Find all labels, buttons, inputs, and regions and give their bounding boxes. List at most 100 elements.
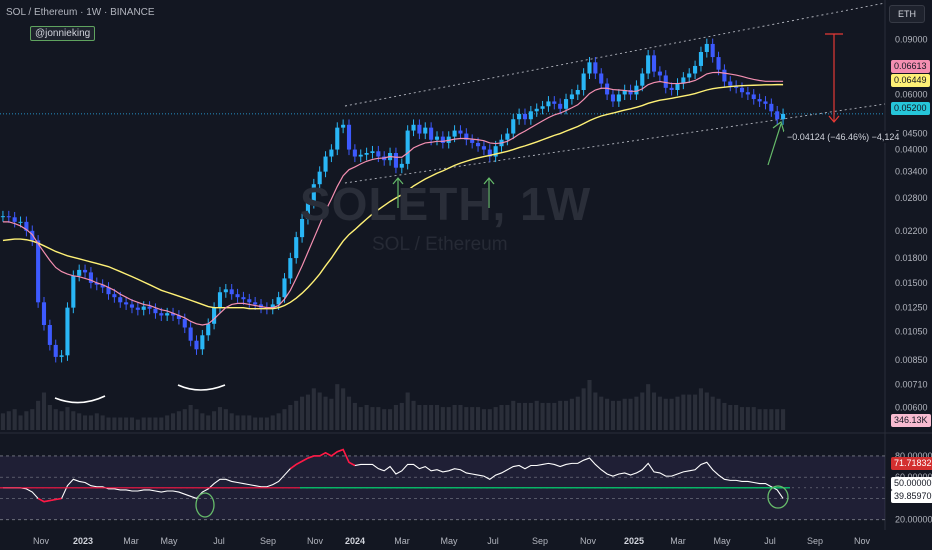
volume-bar: [77, 413, 82, 430]
volume-bar: [440, 407, 445, 430]
volume-bar: [0, 413, 5, 430]
candle-body: [681, 77, 686, 84]
rsi-oversold-segment: [37, 497, 62, 503]
candle-body: [593, 62, 598, 74]
candle-body: [47, 325, 52, 345]
candle-body: [517, 113, 522, 120]
candle-body: [769, 103, 774, 112]
volume-bar: [241, 415, 246, 430]
candle-body: [452, 130, 457, 137]
volume-bar: [481, 409, 486, 430]
candle-body: [24, 221, 29, 231]
volume-bar: [722, 402, 727, 430]
volume-bar: [141, 417, 146, 430]
rsi-circle-annotation: [195, 492, 215, 518]
candle-body: [716, 57, 721, 70]
candle-body: [505, 133, 510, 140]
volume-bar: [763, 409, 768, 430]
volume-bar: [528, 402, 533, 430]
volume-bar: [258, 417, 264, 430]
candle-body: [763, 101, 768, 104]
candle-body: [651, 55, 657, 72]
rsi-tick-label: 20.00000: [895, 515, 932, 525]
time-tick-label: May: [713, 536, 731, 546]
candle-body: [18, 221, 23, 223]
volume-bar: [194, 409, 199, 430]
volume-bar: [657, 396, 662, 430]
volume-bar: [118, 417, 123, 430]
rsi-mid-badge: 50.00000: [891, 477, 932, 490]
candle-body: [12, 217, 17, 222]
channel-upper-line: [344, 2, 886, 107]
candle-body: [200, 335, 205, 350]
candle-body: [141, 306, 146, 310]
candle-body: [217, 292, 223, 308]
volume-bar: [470, 407, 475, 430]
candle-body: [698, 51, 704, 66]
volume-bar: [106, 417, 111, 430]
price-tick-label: 0.00710: [895, 380, 928, 390]
volume-bar: [12, 409, 17, 430]
last-price-badge: 0.05200: [891, 102, 930, 115]
price-tick-label: 0.03400: [895, 167, 928, 177]
volume-bar: [734, 405, 739, 430]
volume-bar: [704, 392, 709, 430]
candle-body: [693, 65, 698, 74]
volume-bar: [622, 398, 627, 430]
volume-bar: [305, 394, 311, 430]
time-tick-label: Mar: [670, 536, 686, 546]
candle-body: [82, 269, 88, 273]
volume-bar: [569, 398, 574, 430]
volume-bar: [47, 405, 52, 430]
candle-body: [124, 302, 129, 305]
volume-bar: [458, 405, 463, 430]
volume-bar: [352, 402, 357, 430]
volume-bar: [311, 388, 316, 430]
currency-button[interactable]: ETH: [889, 5, 925, 23]
candle-body: [358, 154, 363, 157]
volume-bar: [165, 415, 170, 430]
candle-body: [176, 315, 181, 319]
volume-bar: [540, 402, 545, 430]
candle-body: [757, 99, 762, 102]
candle-body: [241, 297, 246, 300]
price-tick-label: 0.06000: [895, 89, 928, 99]
candle-body: [423, 127, 428, 134]
time-tick-label: Nov: [854, 536, 871, 546]
candle-body: [305, 202, 311, 219]
candle-body: [511, 119, 516, 134]
time-tick-label: Jul: [213, 536, 225, 546]
volume-bar: [605, 398, 610, 430]
candle-body: [475, 142, 481, 147]
volume-bar: [182, 409, 187, 430]
volume-bar: [59, 411, 64, 430]
chart-title: SOL / Ethereum · 1W · BINANCE: [6, 7, 155, 18]
candle-body: [253, 302, 258, 305]
candle-body: [88, 272, 93, 283]
candle-body: [94, 282, 99, 285]
volume-bar: [651, 392, 657, 430]
volume-bar: [18, 415, 23, 430]
candle-body: [634, 85, 639, 95]
candle-body: [77, 269, 82, 276]
green-up-arrow-head: [483, 177, 495, 185]
volume-bar: [223, 409, 228, 430]
time-tick-label: Mar: [394, 536, 410, 546]
volume-bar: [82, 415, 88, 430]
volume-bar: [323, 396, 328, 430]
ma-fast-line: [2, 71, 784, 326]
volume-bar: [452, 405, 457, 430]
time-tick-label: Jul: [764, 536, 776, 546]
watermark-name: SOL / Ethereum: [372, 234, 508, 255]
volume-bar: [517, 402, 522, 430]
volume-bar: [65, 407, 70, 430]
volume-bar: [511, 400, 516, 430]
volume-bar: [264, 417, 269, 430]
volume-bar: [698, 388, 704, 430]
volume-bar: [276, 413, 281, 430]
candle-body: [493, 146, 498, 157]
volume-bar: [634, 396, 639, 430]
candle-body: [135, 307, 140, 310]
volume-bar: [411, 400, 416, 430]
